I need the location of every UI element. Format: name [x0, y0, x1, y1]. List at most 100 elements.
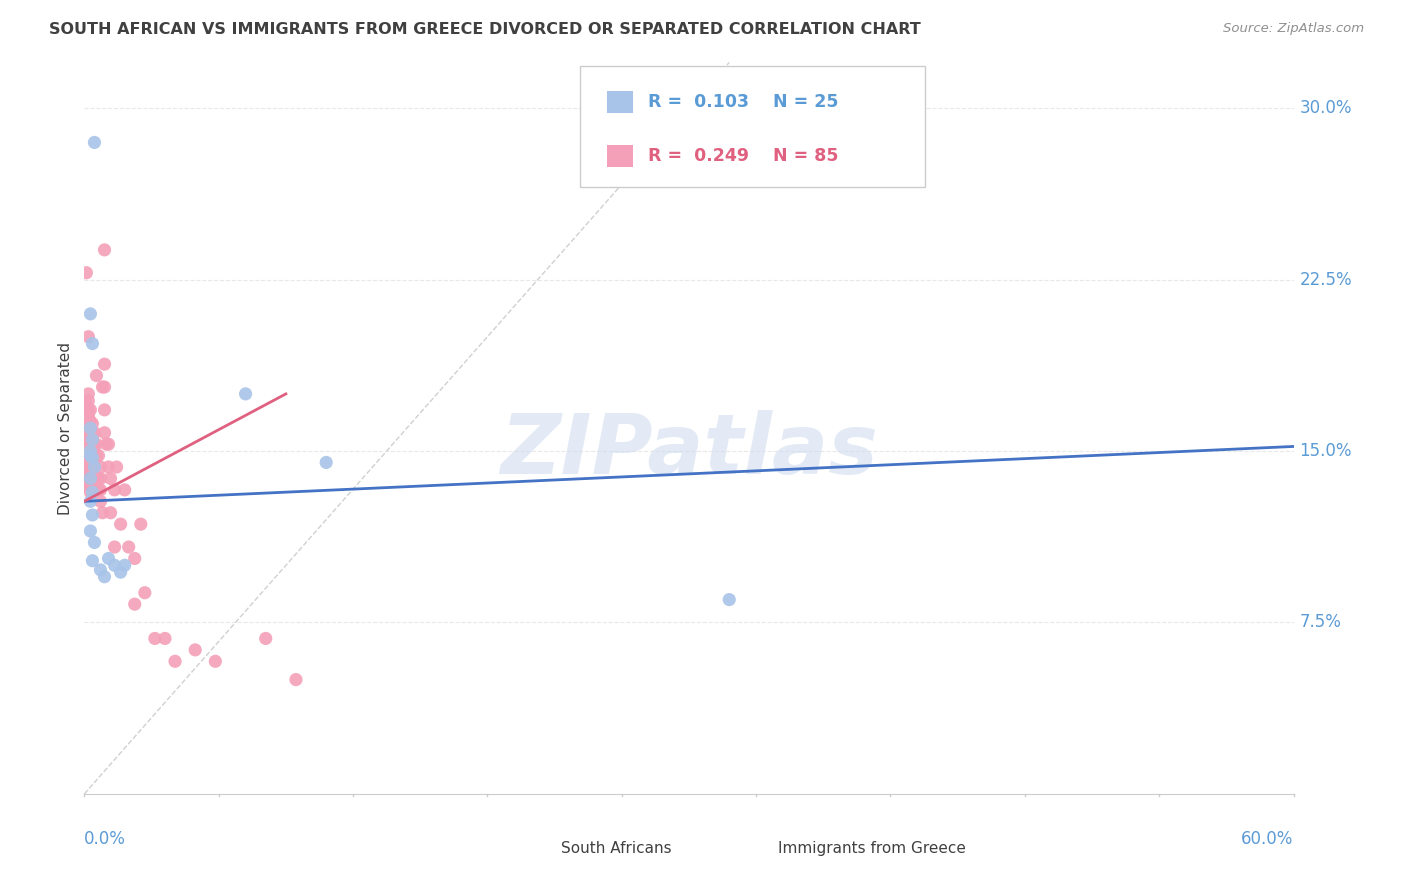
Point: [75, 460, 97, 475]
Point: [79, 425, 101, 440]
Point: [79, 485, 101, 500]
Point: [75, 449, 97, 463]
Point: [100, 506, 122, 520]
Point: [82, 455, 104, 469]
Point: [77, 393, 100, 408]
Point: [75, 398, 97, 412]
Point: [114, 558, 136, 573]
Point: [89, 563, 111, 577]
Point: [89, 483, 111, 497]
FancyBboxPatch shape: [737, 838, 763, 860]
Text: 0.0%: 0.0%: [84, 830, 127, 848]
Point: [718, 592, 741, 607]
Point: [79, 467, 101, 481]
Point: [87, 449, 110, 463]
Point: [77, 478, 100, 492]
Text: R =  0.103    N = 25: R = 0.103 N = 25: [648, 93, 838, 111]
Point: [77, 433, 100, 447]
Point: [97, 551, 120, 566]
Point: [104, 540, 127, 554]
Point: [77, 387, 100, 401]
Point: [82, 433, 104, 447]
Point: [79, 494, 101, 508]
Point: [87, 471, 110, 485]
Point: [82, 336, 104, 351]
Point: [93, 570, 115, 584]
Point: [110, 517, 132, 532]
Text: 60.0%: 60.0%: [1241, 830, 1294, 848]
Point: [77, 330, 100, 344]
Point: [93, 380, 115, 394]
Point: [79, 474, 101, 488]
Point: [79, 433, 101, 447]
Text: 15.0%: 15.0%: [1299, 442, 1353, 460]
Point: [83, 460, 105, 475]
Point: [104, 558, 127, 573]
FancyBboxPatch shape: [581, 66, 925, 186]
Point: [82, 508, 104, 522]
Point: [153, 632, 176, 646]
Point: [315, 455, 337, 469]
Point: [83, 535, 105, 549]
Point: [83, 471, 105, 485]
Point: [79, 524, 101, 538]
Text: 22.5%: 22.5%: [1299, 270, 1353, 289]
Point: [86, 483, 108, 497]
Point: [82, 433, 104, 447]
Point: [79, 450, 101, 465]
Point: [124, 551, 146, 566]
Text: SOUTH AFRICAN VS IMMIGRANTS FROM GREECE DIVORCED OR SEPARATED CORRELATION CHART: SOUTH AFRICAN VS IMMIGRANTS FROM GREECE …: [49, 22, 921, 37]
Text: R =  0.249    N = 85: R = 0.249 N = 85: [648, 147, 838, 165]
Point: [129, 517, 152, 532]
Point: [83, 437, 105, 451]
Point: [77, 467, 100, 481]
FancyBboxPatch shape: [607, 145, 633, 167]
Point: [79, 449, 101, 463]
Text: Immigrants from Greece: Immigrants from Greece: [779, 841, 966, 856]
Point: [77, 460, 100, 475]
Point: [204, 654, 226, 668]
Point: [93, 425, 115, 440]
Point: [77, 450, 100, 465]
Text: ZIPatlas: ZIPatlas: [501, 409, 877, 491]
Point: [143, 632, 166, 646]
Point: [79, 444, 101, 458]
Point: [75, 266, 97, 280]
Point: [79, 421, 101, 435]
Point: [284, 673, 308, 687]
Text: South Africans: South Africans: [561, 841, 672, 856]
Point: [114, 483, 136, 497]
Point: [93, 243, 115, 257]
Point: [79, 403, 101, 417]
Point: [235, 387, 257, 401]
Point: [75, 437, 97, 451]
Point: [77, 403, 100, 417]
Point: [91, 506, 114, 520]
Point: [75, 403, 97, 417]
Point: [165, 654, 187, 668]
Point: [105, 460, 128, 475]
Point: [86, 437, 108, 451]
Point: [82, 444, 104, 458]
Y-axis label: Divorced or Separated: Divorced or Separated: [58, 342, 73, 515]
Point: [77, 444, 100, 458]
Point: [118, 540, 141, 554]
Point: [86, 368, 108, 383]
Point: [75, 417, 97, 431]
Text: Source: ZipAtlas.com: Source: ZipAtlas.com: [1223, 22, 1364, 36]
Point: [89, 494, 111, 508]
Text: 30.0%: 30.0%: [1299, 99, 1353, 117]
Point: [134, 586, 156, 600]
Point: [104, 483, 127, 497]
Point: [77, 425, 100, 440]
Point: [110, 565, 132, 579]
Point: [79, 307, 101, 321]
Point: [79, 460, 101, 475]
Point: [79, 478, 101, 492]
Point: [79, 444, 101, 458]
Point: [97, 460, 120, 475]
Point: [77, 417, 100, 431]
Point: [82, 485, 104, 500]
Point: [93, 403, 115, 417]
Point: [75, 425, 97, 440]
